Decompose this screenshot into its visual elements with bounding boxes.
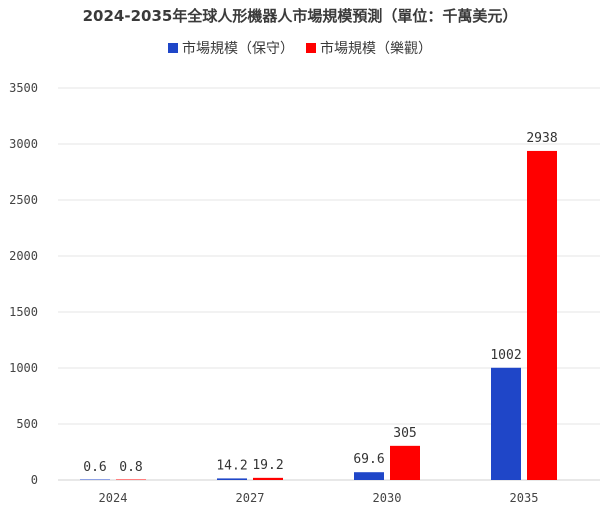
bar [217,478,247,480]
bar [116,479,146,480]
data-label: 19.2 [252,458,283,473]
legend: 市場規模（保守） 市場規模（樂觀） [0,38,600,58]
data-label: 69.6 [353,452,384,467]
data-label: 14.2 [216,458,247,473]
y-tick-label: 0 [31,473,38,487]
y-tick-label: 2500 [9,193,38,207]
legend-item-optimistic: 市場規模（樂觀） [306,38,432,58]
legend-swatch-optimistic [306,43,316,53]
y-tick-label: 2000 [9,249,38,263]
y-tick-label: 1500 [9,305,38,319]
bar [80,479,110,480]
chart-title: 2024-2035年全球人形機器人市場規模預測（單位：千萬美元） [82,7,518,25]
y-tick-label: 1000 [9,361,38,375]
y-tick-label: 3500 [9,81,38,95]
x-tick-label: 2024 [99,491,128,505]
x-tick-label: 2035 [510,491,539,505]
legend-label-conservative: 市場規模（保守） [182,41,294,57]
data-label: 0.8 [119,460,142,475]
x-tick-label: 2030 [373,491,402,505]
bar [491,367,521,480]
data-label: 1002 [490,348,521,363]
y-tick-label: 3000 [9,137,38,151]
y-tick-label: 500 [16,417,38,431]
data-label: 2938 [526,131,557,146]
legend-item-conservative: 市場規模（保守） [168,38,294,58]
legend-label-optimistic: 市場規模（樂觀） [320,41,432,57]
bar [354,472,384,480]
legend-swatch-conservative [168,43,178,53]
data-label: 0.6 [83,460,106,475]
bar [253,477,283,480]
bar [527,150,557,480]
data-label: 305 [393,426,416,441]
bar [390,445,420,480]
x-tick-label: 2027 [236,491,265,505]
